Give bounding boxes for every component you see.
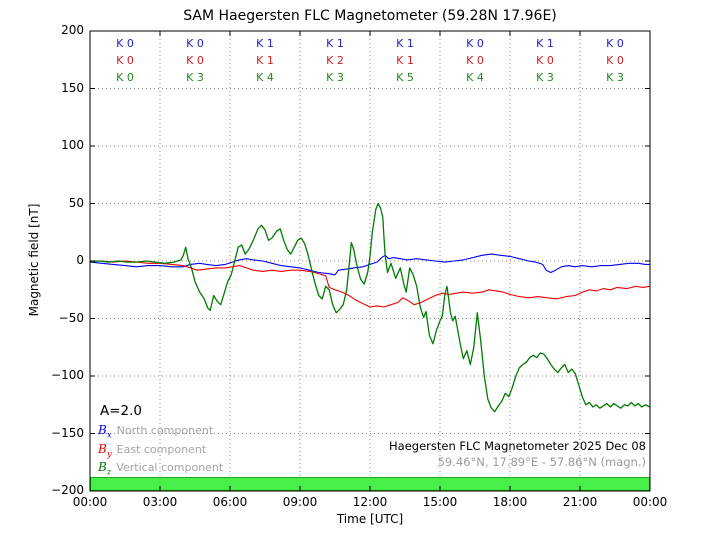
k-index-cell-by-1: K 0 xyxy=(186,54,204,67)
x-tick-label: 18:00 xyxy=(492,495,528,509)
bx-symbol: Bx xyxy=(98,423,112,441)
station-coordinates: 59.46°N, 17.89°E - 57.86°N (magn.) xyxy=(437,455,646,469)
legend-label-bz: Vertical component xyxy=(116,461,224,474)
series-line-by xyxy=(90,260,651,308)
k-index-cell-bx-5: K 0 xyxy=(466,37,484,50)
k-index-cell-bx-4: K 1 xyxy=(396,37,414,50)
x-tick-label: 03:00 xyxy=(142,495,178,509)
x-tick-label: 06:00 xyxy=(212,495,248,509)
legend-item-bz: Bz Vertical component xyxy=(98,460,223,477)
x-tick-label: 21:00 xyxy=(562,495,598,509)
x-tick-label: 00:00 xyxy=(632,495,668,509)
bz-symbol: Bz xyxy=(98,460,112,478)
y-tick-label: 50 xyxy=(68,195,84,210)
by-symbol: By xyxy=(98,442,112,460)
k-index-cell-by-3: K 2 xyxy=(326,54,344,67)
k-index-cell-by-4: K 1 xyxy=(396,54,414,67)
x-tick-label: 15:00 xyxy=(422,495,458,509)
x-axis-label: Time [UTC] xyxy=(336,512,404,526)
k-index-cell-bz-5: K 4 xyxy=(466,71,484,84)
y-tick-label: 200 xyxy=(61,23,84,37)
a-index-label: A=2.0 xyxy=(100,403,143,419)
x-tick-label: 12:00 xyxy=(352,495,388,509)
legend-label-bx: North component xyxy=(116,424,214,437)
legend-item-bx: Bx North component xyxy=(98,423,213,440)
series-line-bz xyxy=(89,202,651,413)
k-index-cell-bz-7: K 3 xyxy=(606,71,624,84)
k-index-cell-bz-6: K 3 xyxy=(536,71,554,84)
x-tick-label: 00:00 xyxy=(72,495,108,509)
y-tick-label: −200 xyxy=(51,483,84,497)
k-index-cell-bx-2: K 1 xyxy=(256,37,274,50)
legend-item-by: By East component xyxy=(98,442,206,459)
y-tick-label: −50 xyxy=(58,310,84,325)
y-tick-label: −100 xyxy=(51,368,84,382)
k-index-cell-bx-0: K 0 xyxy=(116,37,134,50)
y-tick-label: −150 xyxy=(51,425,84,440)
k-index-cell-bz-1: K 3 xyxy=(186,71,204,84)
chart-title: SAM Haegersten FLC Magnetometer (59.28N … xyxy=(183,8,557,24)
station-name-date: Haegersten FLC Magnetometer 2025 Dec 08 xyxy=(389,439,646,453)
k-index-cell-by-2: K 1 xyxy=(256,54,274,67)
y-tick-label: 150 xyxy=(61,80,84,95)
x-tick-label: 09:00 xyxy=(282,495,318,509)
k-index-cell-bx-3: K 1 xyxy=(326,37,344,50)
k-index-cell-bz-4: K 5 xyxy=(396,71,414,84)
k-index-cell-bz-2: K 4 xyxy=(256,71,274,84)
k-index-cell-by-5: K 0 xyxy=(466,54,484,67)
k-index-cell-bx-1: K 0 xyxy=(186,37,204,50)
k-index-cell-by-7: K 0 xyxy=(606,54,624,67)
k-index-cell-bz-3: K 3 xyxy=(326,71,344,84)
k-index-cell-bx-7: K 0 xyxy=(606,37,624,50)
y-tick-label: 100 xyxy=(61,138,84,152)
legend-label-by: East component xyxy=(116,443,207,456)
k-index-cell-bx-6: K 1 xyxy=(536,37,554,50)
k-index-cell-by-0: K 0 xyxy=(116,54,134,67)
k-index-cell-by-6: K 0 xyxy=(536,54,554,67)
k-index-cell-bz-0: K 0 xyxy=(116,71,134,84)
y-tick-label: 0 xyxy=(76,253,84,267)
